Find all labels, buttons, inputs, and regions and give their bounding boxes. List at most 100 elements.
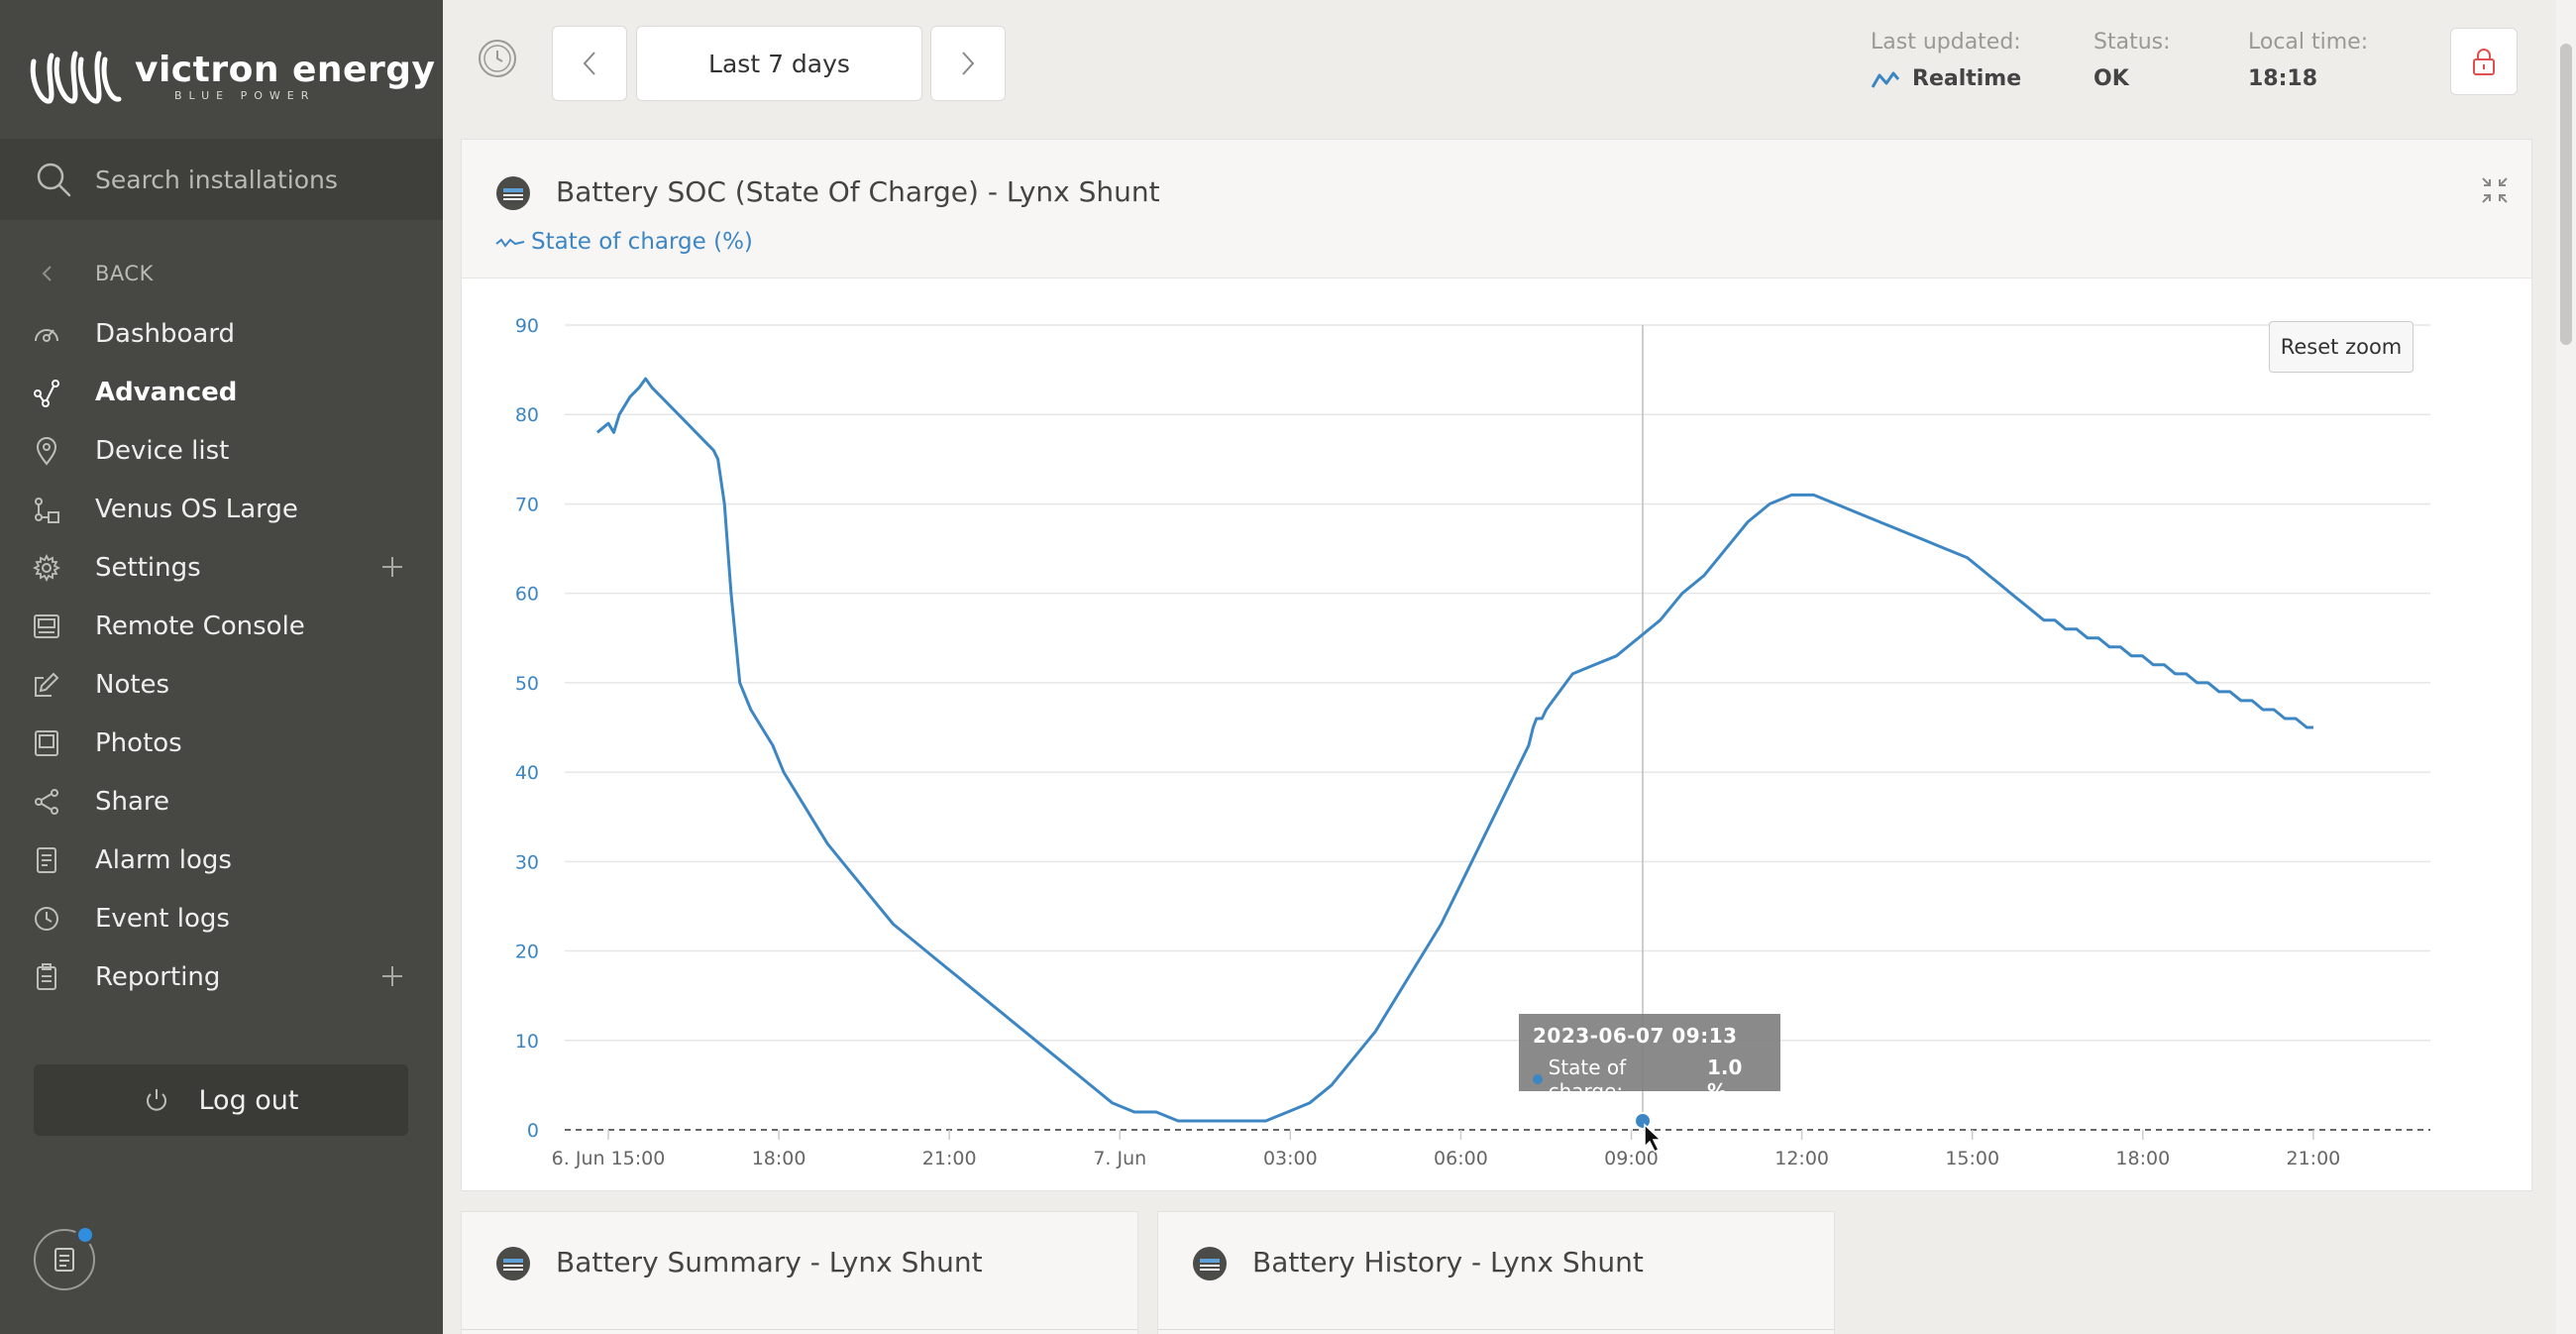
sidebar-item-remote-console[interactable]: Remote Console (0, 597, 443, 655)
sidebar-item-label: Share (95, 786, 170, 817)
last-updated-label: Last updated: (1871, 30, 2021, 55)
x-tick-label: 7. Jun (1093, 1148, 1146, 1169)
lock-button[interactable] (2450, 28, 2518, 95)
panel-divider (462, 1329, 1137, 1330)
sidebar-item-label: Remote Console (95, 611, 305, 641)
realtime-wave-icon (1871, 71, 1900, 88)
search-input[interactable] (95, 165, 412, 194)
battery-icon (496, 1247, 530, 1280)
back-link[interactable]: BACK (0, 254, 443, 293)
status-label: Status: (2093, 30, 2171, 55)
expand-plus-icon[interactable] (379, 554, 405, 580)
x-tick-label: 18:00 (752, 1148, 806, 1169)
sidebar-item-alarm-logs[interactable]: Alarm logs (0, 831, 443, 889)
tooltip-series-label: State of charge: (1548, 1056, 1627, 1103)
y-tick-label: 20 (515, 942, 539, 963)
photo-icon (32, 728, 61, 758)
victron-logo[interactable]: victron energy BLUE POWER (28, 42, 435, 111)
sidebar-item-label: Settings (95, 552, 201, 583)
highlight-point (1634, 1111, 1653, 1130)
reset-zoom-button[interactable]: Reset zoom (2269, 321, 2414, 373)
y-tick-label: 90 (515, 315, 539, 337)
y-tick-label: 30 (515, 851, 539, 873)
battery-icon (1193, 1247, 1227, 1280)
sidebar-item-venus-os-large[interactable]: Venus OS Large (0, 480, 443, 538)
y-tick-label: 60 (515, 584, 539, 606)
sidebar-item-dashboard[interactable]: Dashboard (0, 304, 443, 363)
x-tick-label: 06:00 (1434, 1148, 1488, 1169)
logout-button[interactable]: Log out (34, 1064, 408, 1136)
previous-period-button[interactable] (552, 26, 627, 101)
battery-summary-panel: Battery Summary - Lynx Shunt (461, 1211, 1138, 1334)
legend-item[interactable]: State of charge (%) (495, 229, 753, 255)
local-time-label: Local time: (2248, 30, 2369, 55)
search-icon[interactable] (34, 160, 73, 199)
panel-title: Battery SOC (State Of Charge) - Lynx Shu… (556, 175, 1160, 208)
chevron-left-icon (583, 52, 595, 75)
edit-icon (32, 670, 61, 700)
location-pin-icon (32, 436, 61, 466)
lock-icon (2473, 49, 2495, 75)
battery-history-panel: Battery History - Lynx Shunt (1157, 1211, 1835, 1334)
status: Status: OK (2093, 30, 2171, 91)
x-tick-label: 21:00 (922, 1148, 977, 1169)
sidebar-item-label: Alarm logs (95, 844, 232, 875)
y-tick-label: 80 (515, 404, 539, 426)
sidebar-item-device-list[interactable]: Device list (0, 421, 443, 480)
sidebar-nav: Dashboard Advanced Device list Venus OS … (0, 304, 443, 1006)
date-range-label: Last 7 days (708, 49, 850, 78)
last-updated: Last updated: Realtime (1871, 30, 2021, 91)
sidebar-item-label: Device list (95, 435, 230, 466)
next-period-button[interactable] (930, 26, 1006, 101)
panel-divider (1158, 1329, 1834, 1330)
local-time: Local time: 18:18 (2248, 30, 2368, 91)
sidebar-item-notes[interactable]: Notes (0, 655, 443, 714)
x-tick-label: 15:00 (1945, 1148, 1999, 1169)
share-icon (32, 787, 61, 817)
date-range-selector[interactable]: Last 7 days (636, 26, 922, 101)
chart-tooltip: 2023-06-07 09:13 State of charge: 1.0 % (1519, 1014, 1780, 1103)
reset-zoom-label: Reset zoom (2280, 335, 2403, 359)
notifications-button[interactable] (34, 1225, 95, 1290)
soc-line-chart[interactable]: 0 10 20 30 40 50 60 70 80 90 6. Jun 15:00 18:00 21:0… (462, 278, 2533, 1190)
advanced-icon (32, 378, 61, 407)
sidebar-item-photos[interactable]: Photos (0, 714, 443, 772)
brand-name: victron energy (135, 49, 436, 90)
sidebar-item-label: Notes (95, 669, 170, 700)
expand-plus-icon[interactable] (379, 963, 405, 989)
clock-icon[interactable] (477, 38, 518, 79)
sidebar-item-reporting[interactable]: Reporting (0, 947, 443, 1006)
y-tick-label: 50 (515, 673, 539, 695)
x-tick-label: 6. Jun 15:00 (552, 1148, 666, 1169)
sidebar-item-share[interactable]: Share (0, 772, 443, 831)
panel-title: Battery Summary - Lynx Shunt (556, 1246, 983, 1278)
x-tick-label: 12:00 (1774, 1148, 1829, 1169)
last-updated-value: Realtime (1912, 66, 2022, 91)
panel-title: Battery History - Lynx Shunt (1252, 1246, 1644, 1278)
sidebar-item-advanced[interactable]: Advanced (0, 363, 443, 421)
local-time-value: 18:18 (2248, 66, 2318, 91)
collapse-icon[interactable] (2480, 175, 2510, 205)
sidebar-item-event-logs[interactable]: Event logs (0, 889, 443, 947)
notification-badge (75, 1225, 95, 1245)
y-tick-label: 70 (515, 494, 539, 515)
x-tick-label: 03:00 (1263, 1148, 1318, 1169)
sidebar-item-label: Advanced (95, 377, 238, 407)
report-icon (32, 962, 61, 992)
console-icon (32, 611, 61, 641)
logout-label: Log out (198, 1084, 299, 1116)
soc-chart-panel: Battery SOC (State Of Charge) - Lynx Shu… (461, 139, 2532, 1191)
sidebar-item-settings[interactable]: Settings (0, 538, 443, 597)
sidebar-item-label: Reporting (95, 961, 221, 992)
series-line (595, 377, 2313, 1123)
sidebar: victron energy BLUE POWER BACK Dashboard… (0, 0, 443, 1334)
victron-logo-mark (30, 51, 122, 104)
dashboard-icon (32, 319, 61, 349)
tooltip-date: 2023-06-07 09:13 (1533, 1024, 1738, 1048)
tooltip-series-dot (1533, 1074, 1543, 1084)
scrollbar-thumb[interactable] (2560, 44, 2572, 345)
sidebar-item-label: Dashboard (95, 318, 236, 349)
x-tick-label: 21:00 (2287, 1148, 2341, 1169)
x-tick-label: 18:00 (2115, 1148, 2170, 1169)
top-bar: Last 7 days Last updated: Realtime Statu… (443, 0, 2556, 129)
